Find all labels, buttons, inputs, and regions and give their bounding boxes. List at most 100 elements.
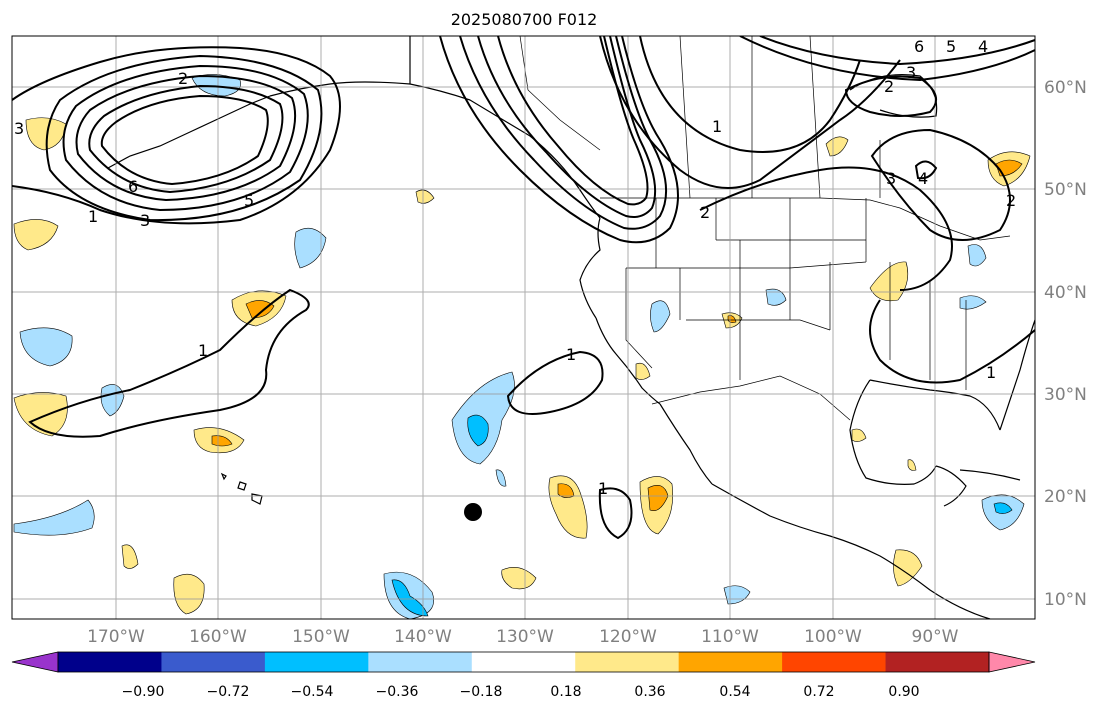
anomaly-yellow-4 (13, 392, 68, 437)
contour-label: 4 (918, 169, 928, 188)
contour-label: 1 (598, 479, 608, 498)
contour-pacific-2 (506, 350, 604, 415)
contour-label: 5 (946, 37, 956, 56)
contour-west-coast-3 (477, 36, 657, 218)
contour-label: 5 (244, 191, 254, 210)
anomaly-blue-ohio (959, 295, 987, 310)
contour-east-1 (870, 128, 1011, 241)
contour-aleutian-4 (75, 74, 297, 202)
hawaii-1 (237, 481, 247, 491)
lon-label: 170°W (87, 627, 145, 647)
colorbar-segment (58, 652, 162, 672)
colorbar-segment (471, 652, 576, 672)
anomaly-blue-aleutian (191, 74, 241, 97)
lat-label: 10°N (1044, 590, 1087, 610)
contour-label: 2 (178, 69, 188, 88)
lon-label: 120°W (599, 627, 657, 647)
anomaly-yellow-6 (121, 544, 139, 569)
colorbar-segments (11, 651, 1036, 673)
map-frame (11, 35, 1036, 620)
contour-aleutian-5 (88, 84, 284, 194)
colorbar-segment (264, 652, 369, 672)
contour-pacific-1 (28, 288, 310, 438)
anomaly-yellow-1 (25, 117, 67, 151)
colorbar-segment (575, 652, 680, 672)
contour-north-2 (739, 36, 1035, 82)
colorbar-tick-label: 0.72 (803, 684, 834, 700)
anomaly-blue-pacific-5 (13, 499, 95, 536)
colorbar-tick-label: −0.72 (207, 684, 250, 700)
colorbar-tick-label: −0.54 (291, 684, 334, 700)
contour-label: 3 (14, 119, 24, 138)
coastlines (107, 36, 1035, 619)
map-title: 2025080700 F012 (450, 10, 598, 29)
contour-label: 6 (128, 177, 138, 196)
colorbar-tick-label: 0.90 (888, 684, 919, 700)
alaska-canada-border (519, 36, 601, 151)
colorbar-segment (161, 652, 266, 672)
colorbar-segment (678, 652, 783, 672)
colorbar-tick-label: 0.54 (719, 684, 750, 700)
contour-label: 3 (140, 211, 150, 230)
lon-label: 90°W (912, 627, 959, 647)
colorbar-tick-labels: −0.90 −0.72 −0.54 −0.36 −0.18 0.18 0.36 … (122, 684, 920, 700)
anomaly-orange-16 (995, 159, 1023, 177)
contour-label: 4 (978, 37, 988, 56)
canada-provinces (679, 36, 881, 199)
anomaly-orange-5 (211, 435, 233, 447)
lat-label: 50°N (1044, 180, 1087, 200)
alaska-coast (409, 36, 601, 219)
colorbar-tick-label: 0.36 (634, 684, 665, 700)
hawaii-3 (220, 472, 227, 481)
anomaly-yellow-14 (869, 261, 909, 302)
anomaly-yellow-11 (415, 189, 435, 204)
mexico-pacific-coast (711, 483, 991, 619)
contour-label: 3 (886, 169, 896, 188)
lon-label: 110°W (701, 627, 759, 647)
anomaly-cyan-pacific-4 (467, 414, 489, 447)
colorbar-tick-label: −0.36 (376, 684, 419, 700)
political-borders (519, 36, 1011, 421)
colorbar-tick-label: 0.18 (550, 684, 581, 700)
anomaly-blue-small-1 (495, 469, 507, 487)
contour-label: 6 (914, 37, 924, 56)
contour-aleutian-3 (62, 64, 309, 212)
cuba (959, 469, 1021, 481)
contour-label: 2 (884, 77, 894, 96)
colorbar-segment (782, 652, 887, 672)
contour-east-3 (699, 166, 953, 291)
anomaly-blue-great-lakes (967, 244, 987, 267)
lat-label: 20°N (1044, 487, 1087, 507)
gulf-coast (869, 379, 1001, 431)
state-lines (625, 198, 967, 390)
lat-label: 40°N (1044, 283, 1087, 303)
colorbar-tick-label: −0.18 (460, 684, 503, 700)
map-area (12, 36, 1035, 619)
colorbar-outline (57, 651, 990, 673)
graticule (12, 36, 1035, 619)
contour-pacific-3 (598, 487, 633, 540)
anomaly-cyan-caribbean (993, 502, 1013, 514)
colorbar-tick-label: −0.90 (122, 684, 165, 700)
bc-coast (579, 217, 601, 319)
longitude-labels: 170°W 160°W 150°W 140°W 130°W 120°W 110°… (87, 627, 959, 647)
lon-label: 100°W (804, 627, 862, 647)
yucatan (935, 465, 967, 507)
contour-label: 1 (566, 345, 576, 364)
anomaly-yellow-7 (173, 573, 205, 615)
anomaly-blue-nevada (650, 300, 671, 333)
contour-label: 1 (88, 207, 98, 226)
contour-aleutian-6 (100, 94, 269, 186)
colorbar-segment (885, 652, 990, 672)
contour-label: 1 (198, 341, 208, 360)
contour-west-coast-1 (439, 36, 679, 244)
alaska-peninsula (269, 81, 411, 97)
anomaly-yellow-19 (851, 428, 867, 442)
contour-label: 2 (700, 203, 710, 222)
contour-aleutian-2 (45, 54, 323, 222)
anomaly-orange-3 (245, 300, 275, 319)
lon-label: 140°W (394, 627, 452, 647)
california-coast (595, 317, 661, 405)
anomaly-yellow-17 (893, 549, 923, 587)
